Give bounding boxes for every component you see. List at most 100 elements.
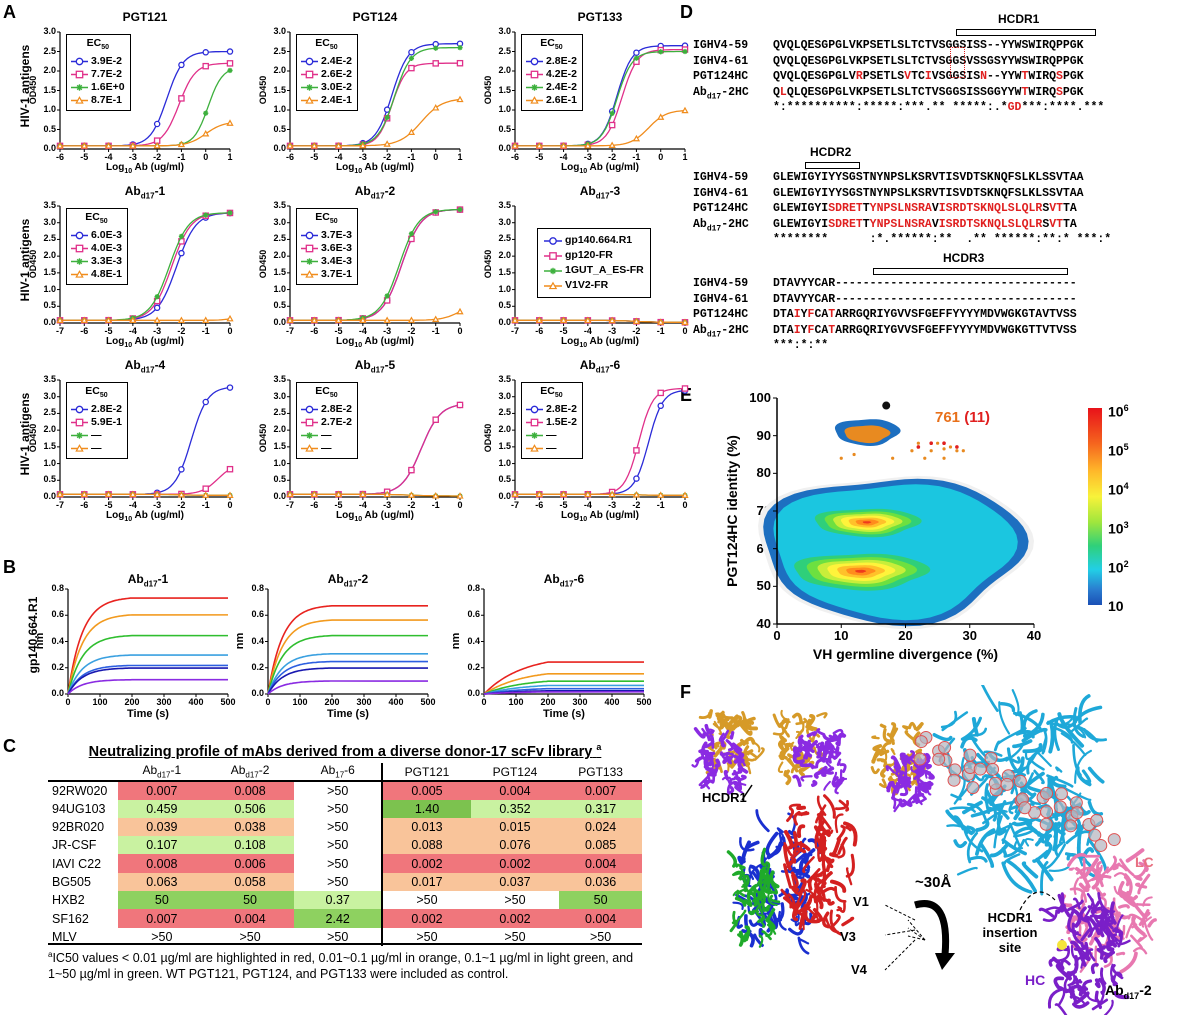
x-tick-label: -5 <box>310 152 319 162</box>
ribbon-strand <box>1012 739 1033 749</box>
plot-svg <box>286 379 464 500</box>
marker-square <box>530 418 539 427</box>
kinetics-curve <box>67 614 229 695</box>
marker-triangle <box>432 104 440 111</box>
x-tick-label: 0 <box>773 628 781 643</box>
ec50-value: 4.2E-2 <box>546 68 577 81</box>
ribbon-strand <box>720 740 726 748</box>
ic50-cell: 0.002 <box>470 909 560 928</box>
virus-name: MLV <box>52 929 77 944</box>
ribbon-strand <box>831 837 842 856</box>
ribbon-strand <box>769 870 780 889</box>
y-tick-label: 0.8 <box>467 583 480 593</box>
panel-c-footnote: aIC50 values < 0.01 µg/ml are highlighte… <box>48 947 642 982</box>
ribbon-strand <box>788 927 804 936</box>
y-tick-label: 0.5 <box>43 123 56 134</box>
marker-triangle <box>129 490 137 498</box>
kinetics-curve <box>267 667 429 695</box>
ribbon-strand <box>1101 945 1114 951</box>
y-tick-label: 0.8 <box>251 583 264 593</box>
kinetics-yaxis: nm <box>450 632 462 649</box>
marker-triangle <box>657 491 665 498</box>
x-tick-label: -7 <box>55 500 64 510</box>
surface-atom <box>1054 787 1068 801</box>
y-tick-label: 1.0 <box>498 457 511 468</box>
x-tick-label: 0 <box>65 697 71 707</box>
ribbon-strand <box>872 744 883 752</box>
ribbon-strand <box>1057 985 1066 1006</box>
ec50-value: — <box>546 429 557 442</box>
x-tick-label: 1 <box>457 152 463 162</box>
ribbon-strand <box>1100 908 1107 920</box>
scatter-dot <box>839 456 843 460</box>
marker-circle <box>178 61 185 69</box>
star-line <box>384 293 390 299</box>
x-tick-label: -5 <box>334 500 343 510</box>
y-tick-label: 0.5 <box>498 474 511 485</box>
ribbon-strand <box>1044 906 1061 912</box>
ic50-cell: 1.40 <box>381 799 471 818</box>
star-line <box>634 55 639 61</box>
alignment-row: IGHV4-61 DTAVYYCAR-----------------------… <box>693 292 1077 308</box>
ribbon-strand <box>981 796 1010 820</box>
scatter-dot <box>942 456 946 460</box>
ribbon-strand <box>765 918 776 931</box>
ribbon-strand <box>792 774 802 788</box>
sequence-text: QVQLQESGPGLVKPSETLSLTCTVSGGSISS--YYWSWIR… <box>773 39 1084 52</box>
marker-triangle <box>608 490 616 498</box>
x-tick-label: -4 <box>583 326 592 336</box>
y-tick-label: 0.0 <box>43 143 56 153</box>
scatter-dot <box>955 449 959 453</box>
ribbon-strand <box>1096 947 1113 957</box>
ribbon-strand <box>1024 838 1034 847</box>
ribbon-strand <box>1012 816 1037 827</box>
ribbon-strand <box>1086 991 1103 1003</box>
ribbon-strand <box>782 726 790 738</box>
marker-triangle <box>310 142 318 149</box>
marker-triangle <box>584 316 592 324</box>
y-tick-label: 2.5 <box>273 45 286 56</box>
marker-star <box>76 258 83 265</box>
ec50-row: 3.3E-3 <box>71 255 122 268</box>
x-tick-label: -1 <box>431 500 440 510</box>
ec50-row: — <box>526 442 577 455</box>
ec50-box: EC50 6.0E-3 4.0E-3 3.3E-3 4.8E-1 <box>66 208 128 286</box>
x-tick-label: -5 <box>559 326 568 336</box>
colorbar <box>1088 408 1102 605</box>
legend-marker <box>71 231 88 240</box>
ic50-cell: >50 <box>327 801 349 816</box>
marker-square <box>305 244 314 253</box>
ribbon-strand <box>802 906 811 931</box>
plot-yaxis-label: OD450 <box>258 423 268 452</box>
y-tick-label: 0.2 <box>51 661 64 672</box>
ribbon-strand <box>788 803 802 809</box>
ribbon-strand <box>879 723 887 729</box>
y-tick-label: 3.5 <box>43 374 56 384</box>
marker-triangle <box>407 491 416 498</box>
ribbon-strand <box>1069 887 1088 903</box>
ribbon-strand <box>705 767 716 774</box>
ribbon-strand <box>760 847 767 867</box>
ribbon-strand <box>831 776 839 789</box>
ec50-row: 6.0E-3 <box>71 229 122 242</box>
sequence-name: IGHV4-61 <box>693 54 749 68</box>
marker-triangle <box>432 492 440 499</box>
legend-marker <box>526 418 543 427</box>
colorbar-label: 10 <box>1108 598 1124 614</box>
ribbon-strand <box>1055 766 1063 773</box>
sequence-name: Abd17-2HC <box>693 85 749 101</box>
v-arrow <box>884 904 916 921</box>
legend-marker <box>71 244 88 253</box>
marker-circle <box>633 49 640 56</box>
model-cyan <box>932 685 1108 896</box>
ec50-row: 7.7E-2 <box>71 68 125 81</box>
ribbon-strand <box>693 727 706 739</box>
ribbon-strand <box>1079 956 1087 967</box>
legend-marker <box>71 444 88 452</box>
ribbon-strand <box>1043 843 1066 870</box>
x-tick-label: -4 <box>559 152 568 162</box>
ribbon-strand <box>925 784 932 796</box>
marker-circle <box>305 57 314 66</box>
marker-triangle <box>129 316 137 324</box>
ribbon-strand <box>814 828 826 849</box>
